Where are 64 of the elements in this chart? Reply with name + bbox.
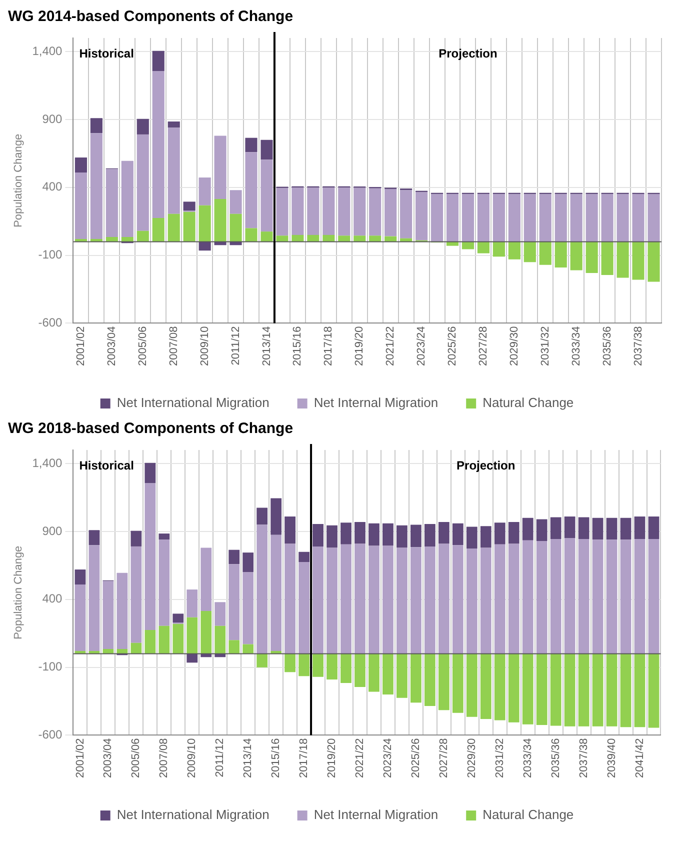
x-tick-label: 2031/32	[539, 326, 552, 366]
y-tick-label: -100	[38, 660, 63, 674]
x-tick-label: 2005/06	[136, 326, 149, 366]
legend-label: Natural Change	[482, 395, 574, 410]
x-tick-label: 2035/36	[601, 326, 614, 366]
x-tick-label: 2011/12	[230, 326, 242, 366]
legend-label: Net International Migration	[116, 395, 270, 410]
annotation: Projection	[456, 458, 516, 472]
x-tick-label: 2037/38	[632, 326, 644, 366]
x-tick-label: 2027/28	[438, 738, 450, 778]
x-tick-label: 2033/34	[570, 326, 582, 366]
y-axis-title: Population Change	[12, 134, 25, 228]
x-tick-label: 2009/10	[186, 738, 198, 778]
x-tick-label: 2001/02	[74, 738, 86, 778]
x-tick-label: 2041/42	[634, 738, 646, 778]
x-tick-label: 2023/24	[382, 738, 394, 778]
x-tick-label: 2021/22	[384, 326, 397, 366]
chart-title: WG 2018-based Components of Change	[8, 420, 294, 438]
x-tick-label: 2025/26	[446, 326, 459, 366]
x-tick-label: 2013/14	[242, 738, 254, 778]
x-tick-label: 2021/22	[354, 738, 366, 778]
x-tick-label: 2009/10	[198, 326, 211, 366]
x-tick-label: 2025/26	[410, 738, 422, 778]
y-tick-label: 1,400	[32, 456, 63, 470]
x-tick-label: 2031/32	[494, 738, 506, 778]
chart-title: WG 2014-based Components of Change	[8, 8, 294, 26]
x-tick-label: 2001/02	[75, 326, 87, 366]
y-tick-label: 400	[42, 180, 63, 194]
x-tick-label: 2011/12	[214, 738, 226, 778]
legend-label: Net Internal Migration	[314, 807, 438, 822]
x-tick-label: 2007/08	[168, 326, 180, 366]
annotation: Projection	[438, 46, 498, 60]
y-tick-label: 900	[42, 112, 63, 126]
y-tick-label: 1,400	[32, 44, 63, 58]
y-tick-label: -600	[38, 316, 63, 330]
y-tick-label: -600	[38, 728, 63, 742]
x-tick-label: 2035/36	[550, 738, 562, 778]
x-tick-label: 2019/20	[354, 326, 366, 366]
annotation: Historical	[79, 458, 134, 472]
x-tick-label: 2029/30	[508, 326, 520, 366]
x-tick-label: 2033/34	[522, 738, 534, 778]
legend-label: Net Internal Migration	[314, 395, 438, 410]
x-tick-label: 2017/18	[298, 738, 310, 778]
x-tick-label: 2023/24	[416, 326, 428, 366]
x-tick-label: 2017/18	[322, 326, 335, 366]
x-tick-label: 2003/04	[102, 738, 114, 778]
annotation: Historical	[79, 46, 134, 60]
x-tick-label: 2019/20	[326, 738, 338, 778]
x-tick-label: 2003/04	[106, 326, 118, 366]
y-tick-label: 400	[42, 592, 63, 606]
x-tick-label: 2037/38	[578, 738, 590, 778]
y-tick-label: -100	[38, 248, 63, 262]
legend-label: Natural Change	[482, 807, 574, 822]
x-tick-label: 2029/30	[466, 738, 478, 778]
legend-label: Net International Migration	[116, 807, 270, 822]
x-tick-label: 2039/40	[606, 738, 618, 778]
x-tick-label: 2027/28	[477, 326, 490, 366]
x-tick-label: 2005/06	[130, 738, 142, 778]
x-tick-label: 2015/16	[270, 738, 282, 778]
x-tick-label: 2007/08	[158, 738, 170, 778]
x-tick-label: 2015/16	[292, 326, 304, 366]
y-tick-label: 900	[42, 524, 63, 538]
x-tick-label: 2013/14	[260, 326, 273, 366]
y-axis-title: Population Change	[12, 546, 25, 640]
